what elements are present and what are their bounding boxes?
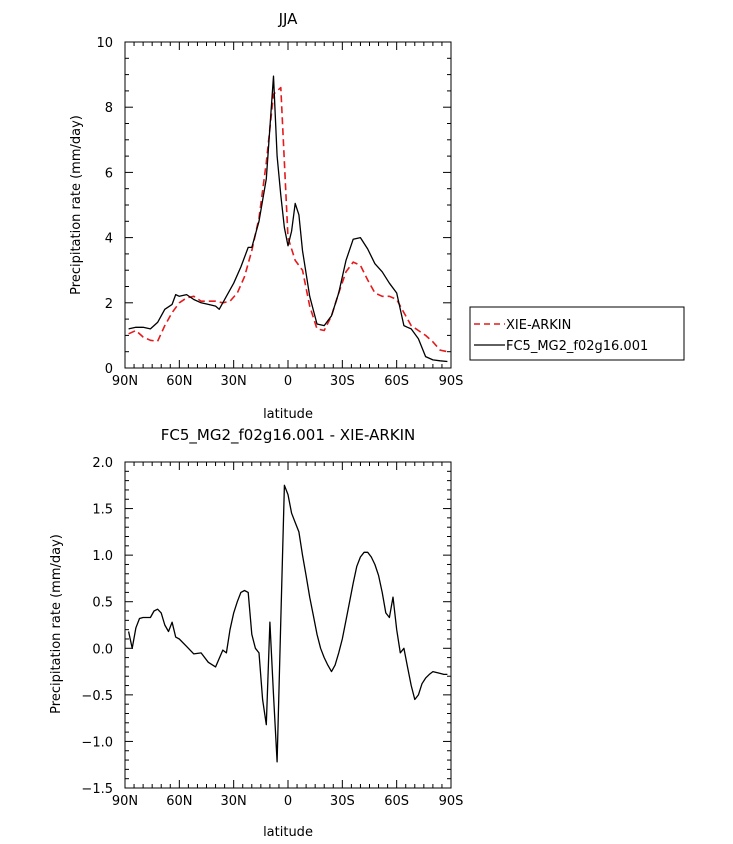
- x-tick-label: 30S: [330, 374, 355, 389]
- x-tick-label: 90N: [112, 794, 138, 809]
- axes-ticks-top: 90N 60N 30N 0 30S 60S 90S 0 2 4 6 8 10: [96, 36, 463, 389]
- axes-ticks-bottom: 90N 60N 30N 0 30S 60S 90S −1.5 −1.0 −0.5 0.0 0.5 1.0…: [81, 456, 463, 809]
- panel-jja: JJA latitude Precipitation rate (mm/day)…: [69, 10, 463, 422]
- x-axis-label-bottom: latitude: [263, 825, 313, 840]
- x-tick-label: 60N: [166, 794, 192, 809]
- plot-frame-bottom: [124, 461, 452, 789]
- x-tick-label: 0: [284, 374, 292, 389]
- x-tick-label: 60S: [384, 374, 409, 389]
- plot-frame-top: [124, 41, 452, 369]
- y-tick-label: 2.0: [92, 456, 113, 471]
- y-tick-label: −0.5: [81, 689, 113, 704]
- y-tick-label: 8: [105, 101, 113, 116]
- x-axis-label-top: latitude: [263, 407, 313, 422]
- y-tick-label: −1.5: [81, 782, 113, 797]
- legend-label-xie-arkin: XIE-ARKIN: [506, 318, 571, 333]
- series-line-xie-arkin: [128, 86, 448, 353]
- series-group-top: [128, 75, 448, 363]
- series-line-fc5-mg2-f02g16-001: [128, 75, 448, 363]
- y-tick-label: 2: [105, 297, 113, 312]
- y-tick-label: 1.0: [92, 549, 113, 564]
- legend: XIE-ARKIN FC5_MG2_f02g16.001: [469, 306, 685, 361]
- x-tick-label: 60S: [384, 794, 409, 809]
- series-group-bottom: [127, 484, 448, 763]
- x-tick-label: 30N: [221, 794, 247, 809]
- x-tick-label: 0: [284, 794, 292, 809]
- y-tick-label: 1.5: [92, 503, 113, 518]
- legend-label-fc5: FC5_MG2_f02g16.001: [506, 339, 648, 354]
- chart-title-difference: FC5_MG2_f02g16.001 - XIE-ARKIN: [161, 426, 416, 445]
- y-tick-label: 4: [105, 232, 113, 247]
- x-tick-label: 90S: [439, 374, 464, 389]
- x-tick-label: 90N: [112, 374, 138, 389]
- y-tick-label: 0.5: [92, 596, 113, 611]
- y-tick-label: 0.0: [92, 642, 113, 657]
- x-tick-label: 90S: [439, 794, 464, 809]
- y-axis-label-bottom: Precipitation rate (mm/day): [49, 534, 64, 714]
- panel-difference: FC5_MG2_f02g16.001 - XIE-ARKIN latitude …: [49, 426, 463, 840]
- y-tick-label: 10: [96, 36, 113, 51]
- chart-title-jja: JJA: [278, 10, 299, 28]
- x-tick-label: 30S: [330, 794, 355, 809]
- y-axis-label-top: Precipitation rate (mm/day): [69, 115, 84, 295]
- legend-box: [469, 306, 685, 361]
- y-tick-label: 0: [105, 362, 113, 377]
- y-tick-label: −1.0: [81, 735, 113, 750]
- y-tick-label: 6: [105, 166, 113, 181]
- x-tick-label: 60N: [166, 374, 192, 389]
- series-line-difference: [127, 484, 448, 763]
- x-tick-label: 30N: [221, 374, 247, 389]
